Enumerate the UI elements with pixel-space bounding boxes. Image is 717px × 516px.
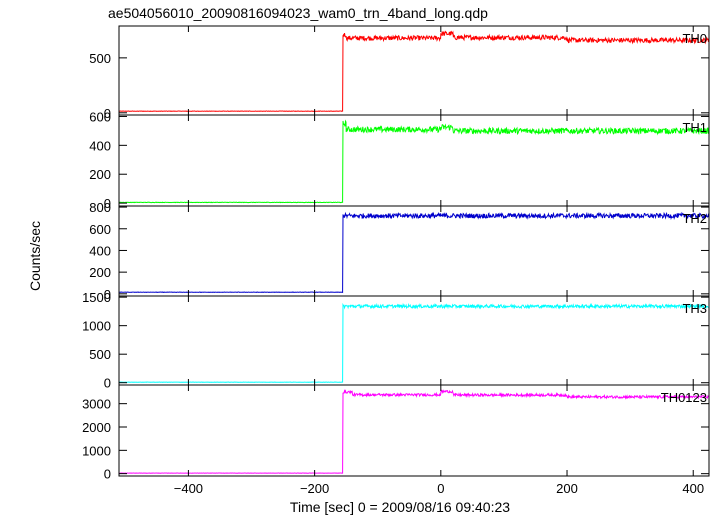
panel-frame-th0123 xyxy=(118,384,710,477)
series-line-th0123 xyxy=(118,389,710,474)
panel-th0: 0 500 TH0 xyxy=(89,25,710,121)
x-tick-label: −400 xyxy=(174,481,203,496)
y-tick-label: 0 xyxy=(104,106,111,121)
y-tick-label: 500 xyxy=(89,347,111,362)
chart-title: ae504056010_20090816094023_wam0_trn_4ban… xyxy=(108,5,488,21)
panel-th0123: 0 1000 2000 3000 −400 −200 0 200 400 TH0123 xyxy=(82,384,710,496)
y-tick-label: 200 xyxy=(89,265,111,280)
y-tick-label: 1500 xyxy=(82,290,111,305)
x-axis-label: Time [sec] 0 = 2009/08/16 09:40:23 xyxy=(290,499,510,515)
series-name-th0: TH0 xyxy=(682,31,707,46)
series-name-th0123: TH0123 xyxy=(661,390,707,405)
x-tick-label: 0 xyxy=(437,481,444,496)
panel-frame-th2 xyxy=(118,205,710,297)
y-tick-label: 0 xyxy=(104,196,111,211)
series-line-th1 xyxy=(118,119,710,204)
y-tick-label: 500 xyxy=(89,51,111,66)
series-line-th0 xyxy=(118,30,710,112)
y-tick-label: 2000 xyxy=(82,420,111,435)
y-tick-label: 1000 xyxy=(82,443,111,458)
y-tick-label: 400 xyxy=(89,138,111,153)
panel-th2: 0 200 400 600 800 TH2 xyxy=(89,200,710,302)
series-name-th2: TH2 xyxy=(682,211,707,226)
x-tick-label: −200 xyxy=(300,481,329,496)
y-tick-label: 600 xyxy=(89,109,111,124)
panel-th3: 0 500 1000 1500 TH3 xyxy=(82,290,710,391)
y-tick-label: 3000 xyxy=(82,397,111,412)
y-tick-label: 0 xyxy=(104,376,111,391)
series-name-th3: TH3 xyxy=(682,301,707,316)
panels-layer: 0 500 TH0 0 200 400 600 TH1 0 200 400 600 800 TH2 0 500… xyxy=(82,25,710,496)
series-name-th1: TH1 xyxy=(682,120,707,135)
panel-th1: 0 200 400 600 TH1 xyxy=(89,109,710,211)
panel-frame-th3 xyxy=(118,295,710,386)
x-tick-label: 400 xyxy=(682,481,704,496)
y-tick-label: 800 xyxy=(89,200,111,215)
y-tick-label: 0 xyxy=(104,467,111,482)
series-line-th3 xyxy=(118,302,709,383)
y-tick-label: 1000 xyxy=(82,319,111,334)
y-tick-label: 0 xyxy=(104,287,111,302)
x-tick-label: 200 xyxy=(556,481,578,496)
y-tick-label: 600 xyxy=(89,222,111,237)
y-tick-label: 400 xyxy=(89,243,111,258)
y-tick-label: 200 xyxy=(89,167,111,182)
y-axis-label: Counts/sec xyxy=(27,221,43,291)
series-line-th2 xyxy=(118,211,709,294)
